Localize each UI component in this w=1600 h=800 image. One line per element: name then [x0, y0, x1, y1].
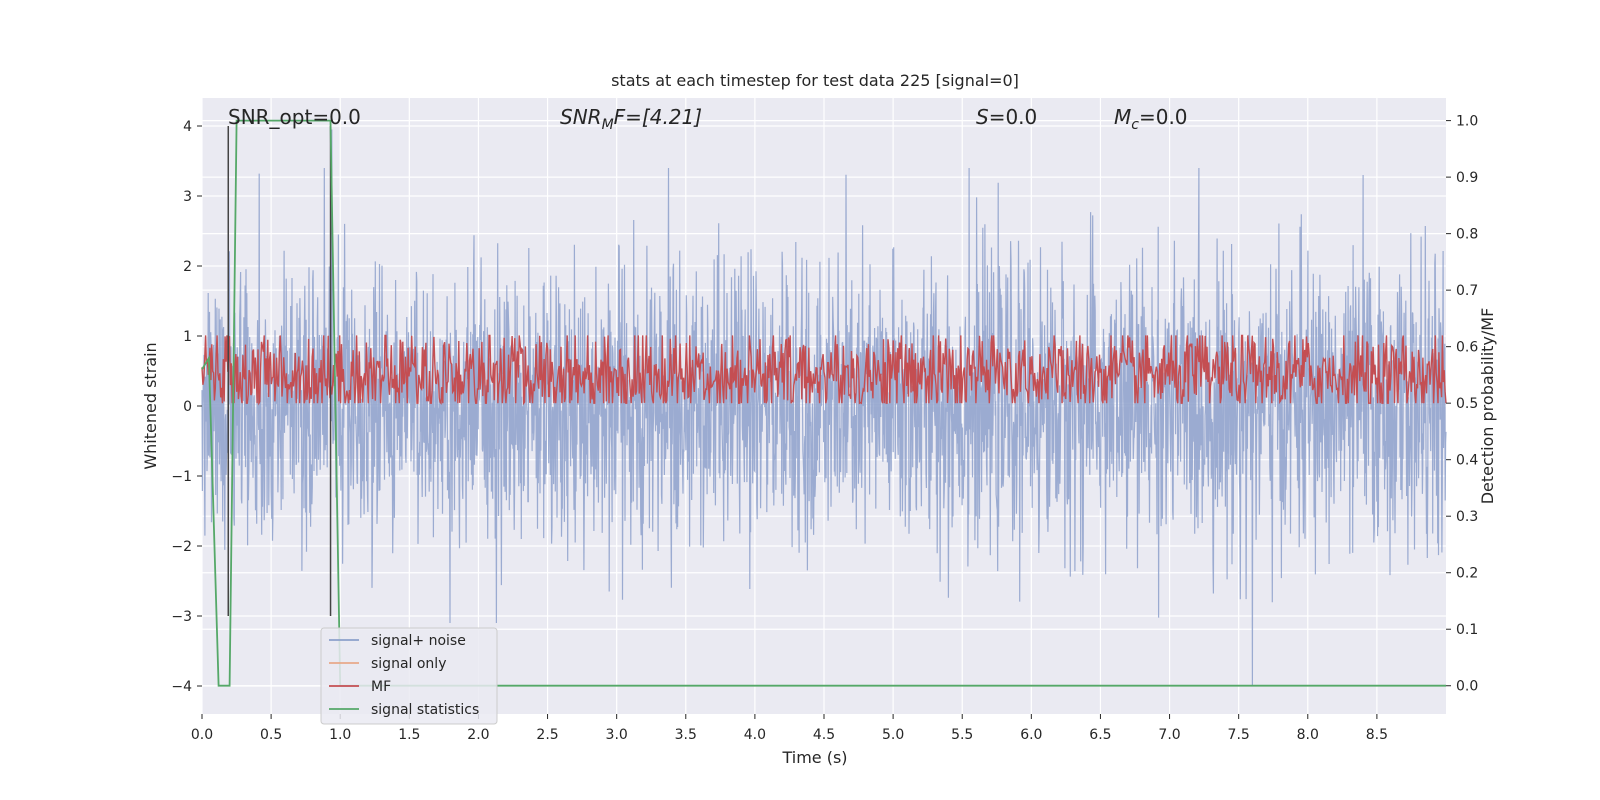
annotation-s-var: S: [976, 105, 989, 129]
y-ticks: −4 −3 −2 −1 0 1 2 3 4: [171, 119, 202, 695]
annotation-mc-var: M: [1114, 105, 1131, 129]
y-tick-label-0: −4: [171, 679, 192, 695]
y-right-ticks: 0.0 0.1 0.2 0.3 0.4 0.5 0.6 0.7 0.8 0.9 1.0: [1446, 114, 1478, 695]
legend-label-mf: MF: [371, 679, 391, 695]
y-right-tick-label-0: 0.0: [1456, 679, 1478, 695]
x-tick-label-17: 8.5: [1366, 727, 1388, 743]
y-axis-label: Whitened strain: [141, 342, 160, 469]
y-right-tick-label-10: 1.0: [1456, 114, 1478, 130]
annotation-s: S=0.0: [976, 105, 1037, 129]
y-right-tick-label-4: 0.4: [1456, 453, 1478, 469]
x-tick-label-11: 5.5: [951, 727, 973, 743]
y-right-tick-label-8: 0.8: [1456, 227, 1478, 243]
x-tick-label-6: 3.0: [606, 727, 628, 743]
chart-title: stats at each timestep for test data 225…: [611, 71, 1019, 90]
annotation-mc-val: =0.0: [1139, 105, 1188, 129]
x-axis-label: Time (s): [781, 748, 847, 767]
annotation-snr-mf-sub: M: [602, 117, 614, 133]
legend: signal+ noise signal only MF signal stat…: [320, 627, 498, 725]
y-right-tick-label-7: 0.7: [1456, 283, 1478, 299]
y-tick-label-5: 1: [183, 329, 192, 345]
annotation-snr-mf: SNRMF=[4.21]: [560, 105, 702, 133]
annotation-snr-mf-base: SNR: [560, 105, 602, 129]
y-tick-label-8: 4: [183, 119, 192, 135]
x-tick-label-13: 6.5: [1089, 727, 1111, 743]
y-right-tick-label-3: 0.3: [1456, 509, 1478, 525]
x-tick-label-16: 8.0: [1297, 727, 1319, 743]
x-tick-label-5: 2.5: [536, 727, 558, 743]
y-right-tick-label-2: 0.2: [1456, 566, 1478, 582]
annotation-s-val: =0.0: [989, 105, 1038, 129]
y-tick-label-7: 3: [183, 189, 192, 205]
x-tick-label-7: 3.5: [675, 727, 697, 743]
y-tick-label-3: −1: [171, 469, 192, 485]
y-right-tick-label-1: 0.1: [1456, 622, 1478, 638]
x-ticks: 0.0 0.5 1.0 1.5 2.0 2.5 3.0 3.5 4.0 4.5 5.0 5.5 6.0 6…: [191, 714, 1388, 743]
x-tick-label-1: 0.5: [260, 727, 282, 743]
annotation-snr-opt: SNR_opt=0.0: [228, 105, 361, 129]
legend-label-signal-statistics: signal statistics: [371, 702, 479, 718]
series-signal-noise: [201, 129, 1447, 687]
annotation-snr-mf-rest: F=[4.21]: [614, 105, 702, 129]
y-right-tick-label-9: 0.9: [1456, 170, 1478, 186]
annotation-mc: Mc=0.0: [1114, 105, 1188, 133]
x-tick-label-0: 0.0: [191, 727, 213, 743]
annotation-mc-sub: c: [1131, 117, 1139, 133]
x-tick-label-15: 7.5: [1228, 727, 1250, 743]
legend-box: [320, 627, 498, 725]
y-tick-label-1: −3: [171, 609, 192, 625]
y-right-axis-label: Detection probability/MF: [1478, 308, 1497, 505]
series-mf: [201, 334, 1447, 406]
x-tick-label-2: 1.0: [329, 727, 351, 743]
x-tick-label-9: 4.5: [813, 727, 835, 743]
x-tick-label-8: 4.0: [744, 727, 766, 743]
x-tick-label-12: 6.0: [1020, 727, 1042, 743]
legend-label-signal-only: signal only: [371, 656, 446, 672]
x-tick-label-3: 1.5: [398, 727, 420, 743]
x-tick-label-14: 7.0: [1158, 727, 1180, 743]
y-tick-label-6: 2: [183, 259, 192, 275]
x-tick-label-4: 2.0: [467, 727, 489, 743]
x-tick-label-10: 5.0: [882, 727, 904, 743]
legend-label-signal-noise: signal+ noise: [371, 633, 466, 649]
y-tick-label-4: 0: [183, 399, 192, 415]
y-right-tick-label-6: 0.6: [1456, 340, 1478, 356]
y-tick-label-2: −2: [171, 539, 192, 555]
y-right-tick-label-5: 0.5: [1456, 396, 1478, 412]
